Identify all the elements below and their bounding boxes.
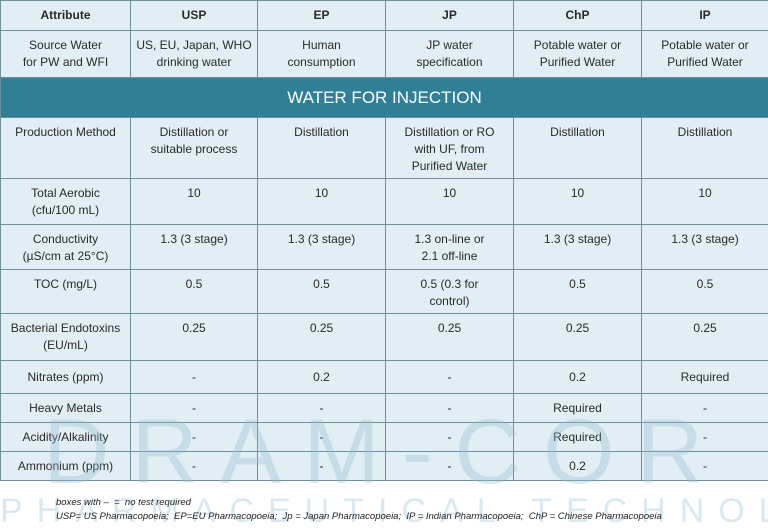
cell: Required bbox=[642, 361, 768, 394]
cell: - bbox=[131, 423, 258, 452]
header-ep: EP bbox=[258, 1, 386, 31]
row-label: Acidity/Alkalinity bbox=[1, 423, 131, 452]
cell: - bbox=[642, 423, 768, 452]
cell: 0.25 bbox=[514, 314, 642, 361]
cell: - bbox=[386, 423, 514, 452]
row-label: Conductivity (µS/cm at 25°C) bbox=[1, 225, 131, 270]
cell: 0.25 bbox=[131, 314, 258, 361]
cell: - bbox=[258, 394, 386, 423]
header-ip: IP bbox=[642, 1, 768, 31]
cell: 0.5 (0.3 for control) bbox=[386, 270, 514, 314]
row-label: Ammonium (ppm) bbox=[1, 452, 131, 481]
table-row: Ammonium (ppm)---0.2- bbox=[1, 452, 768, 481]
footnote-abbreviations: USP= US Pharmacopoeia; EP=EU Pharmacopoe… bbox=[56, 511, 662, 522]
cell: Distillation or RO with UF, from Purifie… bbox=[386, 118, 514, 179]
cell: 10 bbox=[514, 179, 642, 225]
section-banner-row: WATER FOR INJECTION bbox=[1, 78, 768, 118]
table-row: Heavy Metals---Required- bbox=[1, 394, 768, 423]
cell: Distillation bbox=[514, 118, 642, 179]
cell: 0.5 bbox=[642, 270, 768, 314]
cell: - bbox=[258, 452, 386, 481]
cell: - bbox=[131, 361, 258, 394]
cell: Required bbox=[514, 394, 642, 423]
cell: 1.3 (3 stage) bbox=[258, 225, 386, 270]
table-row: Conductivity (µS/cm at 25°C)1.3 (3 stage… bbox=[1, 225, 768, 270]
header-usp: USP bbox=[131, 1, 258, 31]
cell: 0.2 bbox=[514, 452, 642, 481]
cell: 10 bbox=[642, 179, 768, 225]
cell: - bbox=[131, 394, 258, 423]
row-label: Nitrates (ppm) bbox=[1, 361, 131, 394]
cell: 0.2 bbox=[514, 361, 642, 394]
header-jp: JP bbox=[386, 1, 514, 31]
footnote-legend: boxes with – = no test required bbox=[56, 497, 191, 508]
cell: 0.25 bbox=[642, 314, 768, 361]
row-label: Production Method bbox=[1, 118, 131, 179]
row-label: Heavy Metals bbox=[1, 394, 131, 423]
cell: JP water specification bbox=[386, 31, 514, 78]
cell: 1.3 on-line or 2.1 off-line bbox=[386, 225, 514, 270]
row-label: TOC (mg/L) bbox=[1, 270, 131, 314]
row-label: Total Aerobic (cfu/100 mL) bbox=[1, 179, 131, 225]
cell: 0.2 bbox=[258, 361, 386, 394]
source-water-row: Source Water for PW and WFI US, EU, Japa… bbox=[1, 31, 768, 78]
cell: - bbox=[258, 423, 386, 452]
header-row: Attribute USP EP JP ChP IP bbox=[1, 1, 768, 31]
cell: 1.3 (3 stage) bbox=[642, 225, 768, 270]
cell: Distillation bbox=[642, 118, 768, 179]
cell: 0.5 bbox=[258, 270, 386, 314]
cell: Required bbox=[514, 423, 642, 452]
cell: 0.5 bbox=[131, 270, 258, 314]
table-row: Acidity/Alkalinity---Required- bbox=[1, 423, 768, 452]
cell: 10 bbox=[258, 179, 386, 225]
cell: Human consumption bbox=[258, 31, 386, 78]
cell: 10 bbox=[131, 179, 258, 225]
cell: - bbox=[642, 452, 768, 481]
row-label: Bacterial Endotoxins (EU/mL) bbox=[1, 314, 131, 361]
cell: - bbox=[386, 394, 514, 423]
cell: - bbox=[386, 452, 514, 481]
cell: 0.25 bbox=[386, 314, 514, 361]
cell: Distillation bbox=[258, 118, 386, 179]
header-chp: ChP bbox=[514, 1, 642, 31]
cell: - bbox=[131, 452, 258, 481]
water-spec-table: Attribute USP EP JP ChP IP Source Water … bbox=[0, 0, 768, 481]
cell: Distillation or suitable process bbox=[131, 118, 258, 179]
cell: 1.3 (3 stage) bbox=[131, 225, 258, 270]
section-banner: WATER FOR INJECTION bbox=[1, 78, 768, 118]
cell: US, EU, Japan, WHO drinking water bbox=[131, 31, 258, 78]
cell: - bbox=[386, 361, 514, 394]
cell: - bbox=[642, 394, 768, 423]
cell: Potable water or Purified Water bbox=[642, 31, 768, 78]
cell: 0.5 bbox=[514, 270, 642, 314]
header-attribute: Attribute bbox=[1, 1, 131, 31]
cell: 1.3 (3 stage) bbox=[514, 225, 642, 270]
cell: 10 bbox=[386, 179, 514, 225]
cell: 0.25 bbox=[258, 314, 386, 361]
cell: Potable water or Purified Water bbox=[514, 31, 642, 78]
cell: Source Water for PW and WFI bbox=[1, 31, 131, 78]
